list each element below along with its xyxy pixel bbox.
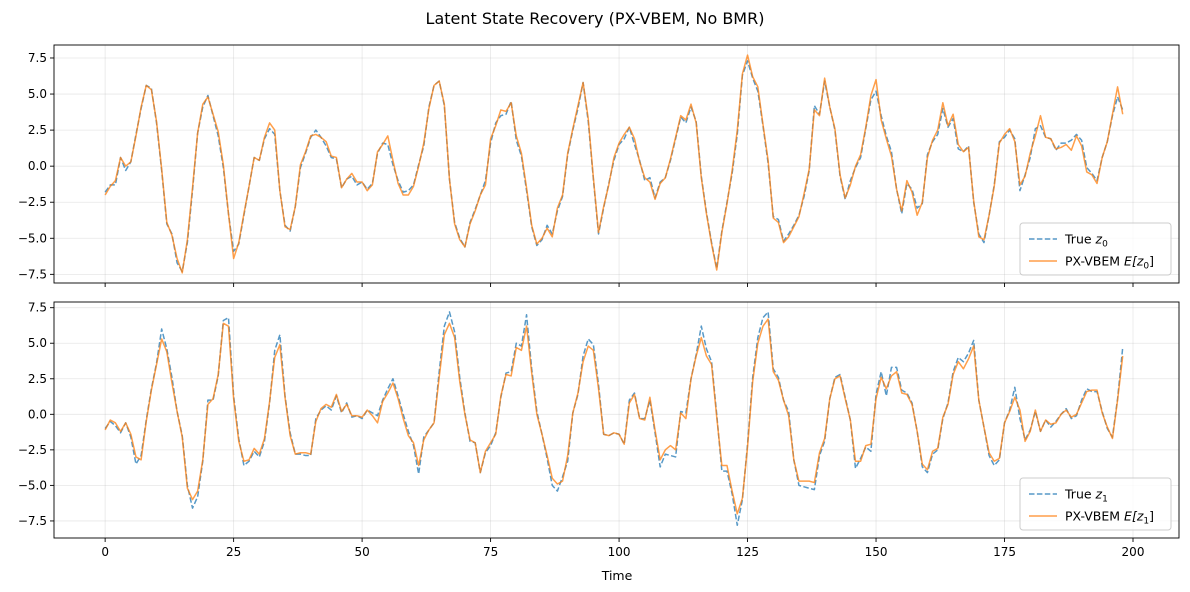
- y-tick-label: −7.5: [18, 267, 47, 281]
- y-tick-label: 0.0: [28, 407, 47, 421]
- x-tick-label: 25: [226, 545, 241, 559]
- y-tick-label: −5.0: [18, 231, 47, 245]
- x-tick-label: 200: [1122, 545, 1145, 559]
- y-tick-label: 2.5: [28, 372, 47, 386]
- legend-true-label: True z0: [1064, 232, 1108, 250]
- legend-estimate-label: PX-VBEM E[z0]: [1065, 254, 1154, 272]
- x-tick-label: 50: [354, 545, 369, 559]
- plot-area: [54, 45, 1179, 283]
- legend-true-label: True z1: [1064, 487, 1108, 505]
- y-tick-label: −5.0: [18, 478, 47, 492]
- x-tick-label: 125: [736, 545, 759, 559]
- y-tick-label: 7.5: [28, 51, 47, 65]
- y-tick-label: −7.5: [18, 514, 47, 528]
- x-tick-label: 0: [101, 545, 109, 559]
- y-tick-label: −2.5: [18, 443, 47, 457]
- y-tick-label: 2.5: [28, 123, 47, 137]
- x-axis-label: Time: [601, 568, 633, 583]
- chart-panel-z0: −7.5 −5.0 −2.5 0.0 2.5 5.0 7.5 True z0 PX-VBEM E…: [18, 44, 1180, 287]
- x-tick-label: 100: [608, 545, 631, 559]
- axes-frame: [53, 44, 1180, 284]
- plot-area: [54, 302, 1179, 538]
- y-tick-label: 5.0: [28, 336, 47, 350]
- series-true-line: [104, 311, 1124, 526]
- x-tick-label: 75: [483, 545, 498, 559]
- legend-box: [1019, 477, 1172, 531]
- y-tick-label: 0.0: [28, 159, 47, 173]
- y-tick-label: 7.5: [28, 301, 47, 315]
- x-tick-label: 150: [865, 545, 888, 559]
- axes-frame: [53, 301, 1180, 539]
- legend-box: [1019, 222, 1172, 276]
- chart-panel-z1: 0 25 50 75 100 125 150 175 200 −7.5 −5.0 −2.5 0.0 2.5…: [18, 301, 1180, 559]
- x-tick-label: 175: [993, 545, 1016, 559]
- y-tick-label: −2.5: [18, 195, 47, 209]
- figure-title: Latent State Recovery (PX-VBEM, No BMR): [426, 9, 765, 28]
- legend-estimate-label: PX-VBEM E[z1]: [1065, 509, 1154, 527]
- series-estimate-line: [104, 54, 1124, 274]
- y-tick-label: 5.0: [28, 87, 47, 101]
- series-estimate-line: [104, 318, 1124, 515]
